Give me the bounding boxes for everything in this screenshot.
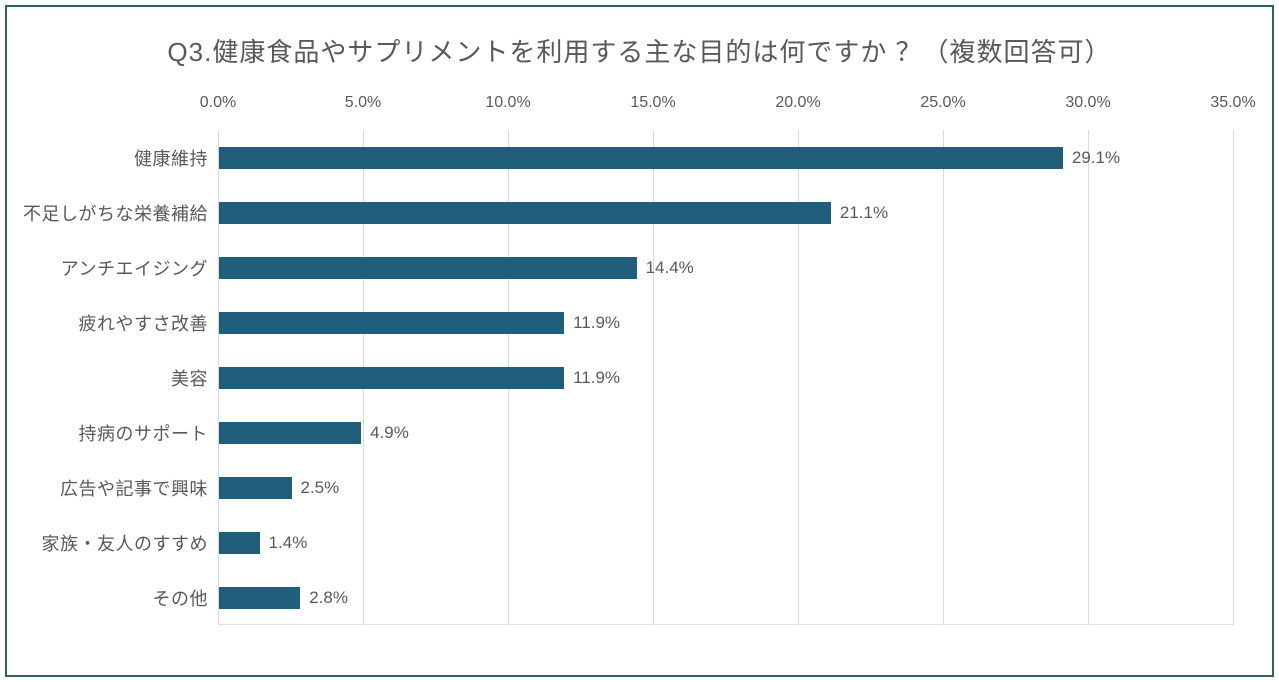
gridline <box>1088 130 1089 625</box>
bar-value-label: 29.1% <box>1071 147 1121 167</box>
bar-row: 21.1% <box>218 185 1233 240</box>
bar-3 <box>219 256 637 279</box>
bar-9 <box>219 586 301 609</box>
gridline <box>943 130 944 625</box>
x-tick-label: 30.0% <box>1065 94 1111 111</box>
bar-row: 4.9% <box>218 405 1233 460</box>
chart-title: Q3.健康食品やサプリメントを利用する主な目的は何ですか ？（複数回答可） <box>167 37 1112 67</box>
bar-row: 14.4% <box>218 240 1233 295</box>
gridline <box>798 130 799 625</box>
category-label: アンチエイジング <box>60 258 208 279</box>
bar-row: 11.9% <box>218 295 1233 350</box>
x-tick-label: 35.0% <box>1210 94 1256 111</box>
bar-value-label: 11.9% <box>573 312 621 332</box>
bar-1 <box>219 146 1063 169</box>
bar-value-label: 4.9% <box>370 422 409 442</box>
x-axis-line <box>218 624 1233 625</box>
bar-row: 2.8% <box>218 570 1233 625</box>
bar-row: 11.9% <box>218 350 1233 405</box>
bar-7 <box>219 476 292 499</box>
bar-value-label: 11.9% <box>573 367 621 387</box>
category-label: 持病のサポート <box>78 423 208 444</box>
bar-value-label: 14.4% <box>645 257 694 277</box>
bar-4 <box>219 311 565 334</box>
bar-value-label: 2.5% <box>300 477 340 497</box>
category-label: 疲れやすさ改善 <box>78 313 208 334</box>
bar-8 <box>219 531 260 554</box>
category-label: 美容 <box>171 368 208 389</box>
category-label: 不足しがちな栄養補給 <box>23 203 208 224</box>
category-label: 健康維持 <box>134 148 208 169</box>
bar-row: 29.1% <box>218 130 1233 185</box>
bar-value-label: 2.8% <box>309 587 348 607</box>
x-tick-label: 15.0% <box>630 94 676 111</box>
bar-row: 2.5% <box>218 460 1233 515</box>
category-label: 広告や記事で興味 <box>60 478 208 499</box>
plot-area: 0.0% 5.0% 10.0% 15.0% 20.0% 25.0% 30.0% 35.0% 29… <box>200 94 1256 625</box>
bar-row: 1.4% <box>218 515 1233 570</box>
x-tick-label: 20.0% <box>775 94 821 111</box>
bar-value-label: 1.4% <box>268 532 308 552</box>
bar-5 <box>219 366 565 389</box>
gridline <box>1233 130 1234 625</box>
bar-2 <box>219 201 831 224</box>
bar-value-label: 21.1% <box>839 202 889 222</box>
bar-6 <box>219 421 362 444</box>
gridline <box>218 130 219 625</box>
x-tick-label: 10.0% <box>485 94 531 111</box>
x-tick-label: 25.0% <box>920 94 966 111</box>
gridline <box>653 130 654 625</box>
category-label: 家族・友人のすすめ <box>41 533 208 554</box>
x-tick-label: 5.0% <box>344 94 382 111</box>
category-label: その他 <box>152 588 208 609</box>
x-tick-label: 0.0% <box>199 94 237 111</box>
